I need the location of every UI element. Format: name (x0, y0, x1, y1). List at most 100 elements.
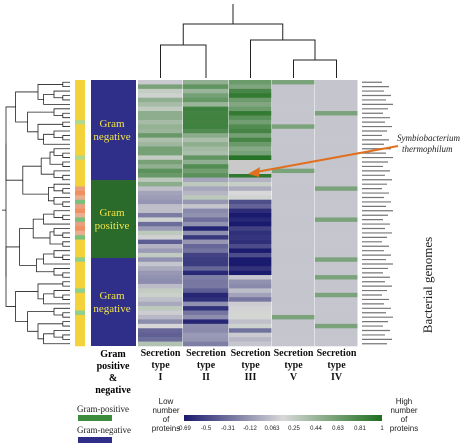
dendrogram-branch (62, 161, 70, 167)
heatmap-cell (315, 146, 358, 152)
column-label: I (159, 372, 163, 383)
heatmap-cell (272, 297, 315, 302)
dendrogram-branch (53, 170, 70, 178)
heatmap-cell (229, 252, 272, 258)
heatmap-cell (183, 235, 229, 240)
heatmap-cell (229, 150, 272, 156)
side-label: Bacterial genomes (420, 237, 435, 333)
heatmap-cell (183, 226, 229, 232)
heatmap-cell (315, 230, 358, 236)
heatmap-cell (272, 97, 315, 103)
column-label: Secretion (186, 348, 226, 359)
heatmap-cell (272, 199, 315, 205)
column-dendrogram (160, 4, 337, 78)
strip-cell (75, 84, 85, 90)
heatmap-cell (183, 217, 229, 223)
heatmap-cell (315, 80, 358, 85)
dendrogram-branch (62, 95, 70, 101)
heatmap-cell (183, 190, 229, 196)
colorbar-tick-label: -0.12 (243, 426, 257, 432)
heatmap-cell (183, 310, 229, 316)
heatmap-cell (315, 168, 358, 174)
heatmap-cell (229, 279, 272, 285)
heatmap-cell (138, 239, 183, 245)
heatmap-cell (229, 235, 272, 240)
gram-block-label-line-1: Gram (99, 207, 124, 219)
heatmap-cell (229, 186, 272, 192)
colorbar-tick-label: -0.5 (201, 426, 212, 432)
colorbar-low-label: number (152, 406, 179, 415)
heatmap-cell (229, 275, 272, 280)
heatmap-cell (183, 292, 229, 298)
colorbar-tick-label: 0.81 (354, 426, 366, 432)
heatmap-cell (272, 119, 315, 125)
colorbar-tick-label: 0.063 (264, 426, 280, 432)
heatmap-cell (138, 328, 183, 333)
column-label: Secretion (141, 348, 181, 359)
dendrogram-branch (53, 148, 70, 156)
heatmap-cell (229, 261, 272, 267)
strip-cell (75, 204, 85, 209)
heatmap-cell (229, 297, 272, 302)
heatmap-cell (183, 239, 229, 245)
heatmap-cell (183, 115, 229, 121)
heatmap-cell (138, 204, 183, 209)
heatmap-cell (229, 155, 272, 161)
heatmap-cell (183, 266, 229, 271)
heatmap-cell (229, 341, 272, 347)
heatmap-cell (315, 177, 358, 183)
heatmap-cell (229, 306, 272, 311)
dendrogram-branch (49, 231, 63, 245)
heatmap-cell (315, 186, 358, 192)
dendrogram-branch (19, 228, 37, 266)
heatmap-cell (229, 257, 272, 263)
heatmap-cell (138, 199, 183, 205)
heatmap-cell (138, 279, 183, 285)
strip-cell (75, 146, 85, 152)
heatmap-cell (138, 115, 183, 121)
heatmap-cell (138, 301, 183, 307)
heatmap-cell (138, 128, 183, 134)
heatmap-cell (183, 84, 229, 90)
heatmap-cell (229, 239, 272, 245)
heatmap-cell (272, 155, 315, 161)
heatmap-cell (272, 128, 315, 134)
heatmap-cell (183, 261, 229, 267)
heatmap-cell (272, 111, 315, 116)
heatmap-cell (183, 150, 229, 156)
dendrogram-branch (53, 210, 70, 218)
strip-cell (75, 217, 85, 223)
strip-cell (75, 275, 85, 280)
heatmap-cell (183, 270, 229, 276)
dendrogram-branch (15, 91, 38, 123)
annotation: Symbiobacterium thermophilum (248, 133, 460, 177)
strip-cell (75, 199, 85, 205)
heatmap-cell (138, 283, 183, 289)
dendrogram-branch (27, 111, 54, 133)
dendrogram-branch (53, 108, 70, 116)
heatmap-cell (183, 177, 229, 183)
heatmap-cell (315, 341, 358, 347)
strip-cell (75, 102, 85, 107)
dendrogram-branch (62, 334, 70, 340)
dendrogram-branch (5, 246, 20, 307)
heatmap-cell (229, 115, 272, 121)
heatmap-cell (272, 306, 315, 311)
heatmap-cell (138, 88, 183, 94)
colorbar-tick-label: -0.31 (221, 426, 235, 432)
heatmap-cell (183, 146, 229, 152)
dendrogram-branch (62, 312, 70, 318)
gram-title-line-4: negative (95, 385, 131, 396)
heatmap-cell (315, 128, 358, 134)
heatmap-cell (138, 84, 183, 90)
heatmap-cell (272, 142, 315, 147)
heatmap-cell (315, 159, 358, 165)
heatmap-cell (272, 181, 315, 187)
heatmap-cell (183, 97, 229, 103)
heatmap-cell (138, 257, 183, 263)
heatmap-cell (272, 204, 315, 209)
dendrogram-branch (62, 81, 70, 88)
column-label: V (290, 372, 298, 383)
dendrogram-branch (62, 281, 70, 287)
strip-cell (75, 230, 85, 236)
